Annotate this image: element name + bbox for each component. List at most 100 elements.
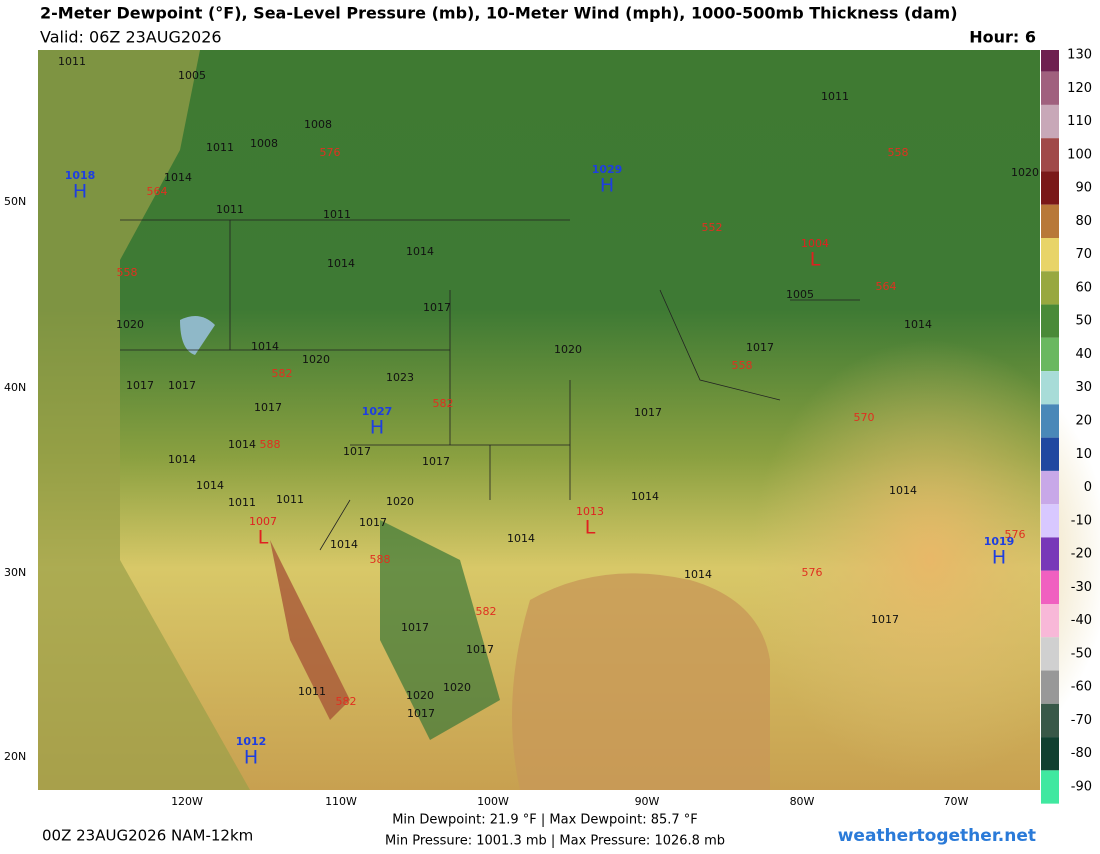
thickness-label: 576	[320, 146, 341, 159]
high-value: 1018	[65, 169, 96, 182]
colorbar-tick: -80	[1071, 746, 1092, 761]
isobar-label: 1017	[871, 613, 899, 626]
colorbar-tick: -40	[1071, 613, 1092, 628]
colorbar-segment	[1041, 770, 1059, 804]
colorbar-segment	[1041, 637, 1059, 671]
colorbar-segment	[1041, 138, 1059, 172]
lon-label: 90W	[635, 795, 660, 808]
colorbar-tick: 20	[1075, 414, 1092, 429]
isobar-label: 1014	[164, 171, 192, 184]
high-letter: H	[992, 547, 1006, 569]
isobar-label: 1014	[327, 257, 355, 270]
colorbar-segment	[1041, 537, 1059, 571]
high-value: 1027	[362, 405, 393, 418]
isobar-label: 1008	[250, 137, 278, 150]
colorbar-segment	[1041, 50, 1059, 72]
isobar-label: 1011	[228, 496, 256, 509]
isobar-label: 1014	[168, 453, 196, 466]
isobar-label: 1014	[251, 340, 279, 353]
high-value: 1029	[592, 163, 623, 176]
isobar-label: 1020	[116, 318, 144, 331]
colorbar-tick: 60	[1075, 280, 1092, 295]
isobar-label: 1017	[126, 379, 154, 392]
low-value: 1013	[576, 505, 604, 518]
isobar-label: 1020	[302, 353, 330, 366]
isobar-label: 1014	[406, 245, 434, 258]
high-letter: H	[73, 181, 87, 203]
colorbar-tick: -60	[1071, 680, 1092, 695]
lon-label: 70W	[944, 795, 969, 808]
thickness-label: 564	[876, 280, 897, 293]
colorbar-tick: 40	[1075, 347, 1092, 362]
isobar-label: 1017	[423, 301, 451, 314]
isobar-label: 1014	[196, 479, 224, 492]
lat-label: 40N	[4, 381, 26, 394]
thickness-label: 576	[802, 566, 823, 579]
colorbar-tick: 70	[1075, 247, 1092, 262]
colorbar-tick: 30	[1075, 380, 1092, 395]
isobar-label: 1020	[386, 495, 414, 508]
thickness-label: 582	[336, 695, 357, 708]
dewpoint-range: Min Dewpoint: 21.9 °F | Max Dewpoint: 85…	[392, 813, 698, 828]
low-letter: L	[585, 517, 596, 539]
colorbar-tick: -10	[1071, 513, 1092, 528]
thickness-label: 582	[476, 605, 497, 618]
thickness-label: 558	[732, 359, 753, 372]
isobar-label: 1011	[323, 208, 351, 221]
isobar-label: 1011	[298, 685, 326, 698]
title: 2-Meter Dewpoint (°F), Sea-Level Pressur…	[40, 4, 958, 23]
borders	[120, 219, 860, 551]
colorbar-segment	[1041, 271, 1059, 305]
isobar-label: 1014	[889, 484, 917, 497]
high-letter: H	[244, 747, 258, 769]
isobar-label: 1017	[168, 379, 196, 392]
isobar-label: 1023	[386, 371, 414, 384]
isobar-label: 1014	[507, 532, 535, 545]
isobar-label: 1020	[406, 689, 434, 702]
colorbar-tick: -90	[1071, 780, 1092, 795]
colorbar-tick: -20	[1071, 547, 1092, 562]
isobar-label: 1017	[746, 341, 774, 354]
lat-label: 30N	[4, 566, 26, 579]
isobar-label: 1014	[684, 568, 712, 581]
isobar-label: 1017	[422, 455, 450, 468]
isobar-label: 1014	[904, 318, 932, 331]
thickness-label: 588	[260, 438, 281, 451]
pacific	[38, 50, 250, 790]
isobar-label: 1014	[330, 538, 358, 551]
isobar-label: 1011	[276, 493, 304, 506]
colorbar: 1301201101009080706050403020100-10-20-30…	[1041, 48, 1092, 804]
thickness-label: 558	[888, 146, 909, 159]
isobar-label: 1017	[343, 445, 371, 458]
colorbar-tick: 130	[1067, 48, 1092, 63]
lon-label: 100W	[477, 795, 509, 808]
thickness-label: 558	[117, 266, 138, 279]
isobar-label: 1011	[821, 90, 849, 103]
lon-label: 120W	[171, 795, 203, 808]
colorbar-segment	[1041, 371, 1059, 405]
isobar-label: 1017	[634, 406, 662, 419]
isobar-label: 1011	[58, 55, 86, 68]
colorbar-segment	[1041, 570, 1059, 604]
colorbar-tick: -50	[1071, 646, 1092, 661]
colorbar-tick: 50	[1075, 314, 1092, 329]
colorbar-segment	[1041, 470, 1059, 505]
thickness-label: 552	[702, 221, 723, 234]
colorbar-segment	[1041, 670, 1059, 704]
site-name: weathertogether.net	[838, 826, 1036, 846]
isobar-label: 1008	[304, 118, 332, 131]
isobar-label: 1017	[466, 643, 494, 656]
lon-label: 110W	[325, 795, 357, 808]
colorbar-segment	[1041, 104, 1059, 139]
colorbar-tick: 0	[1084, 480, 1092, 495]
map	[38, 50, 1100, 790]
gulf-of-california	[270, 540, 350, 720]
colorbar-segment	[1041, 437, 1059, 471]
low-dewpoint-area	[180, 316, 215, 355]
high-letter: H	[600, 175, 614, 197]
atlantic	[750, 340, 1100, 780]
colorbar-segment	[1041, 404, 1059, 438]
isobar-label: 1011	[216, 203, 244, 216]
low-value: 1004	[801, 237, 829, 250]
